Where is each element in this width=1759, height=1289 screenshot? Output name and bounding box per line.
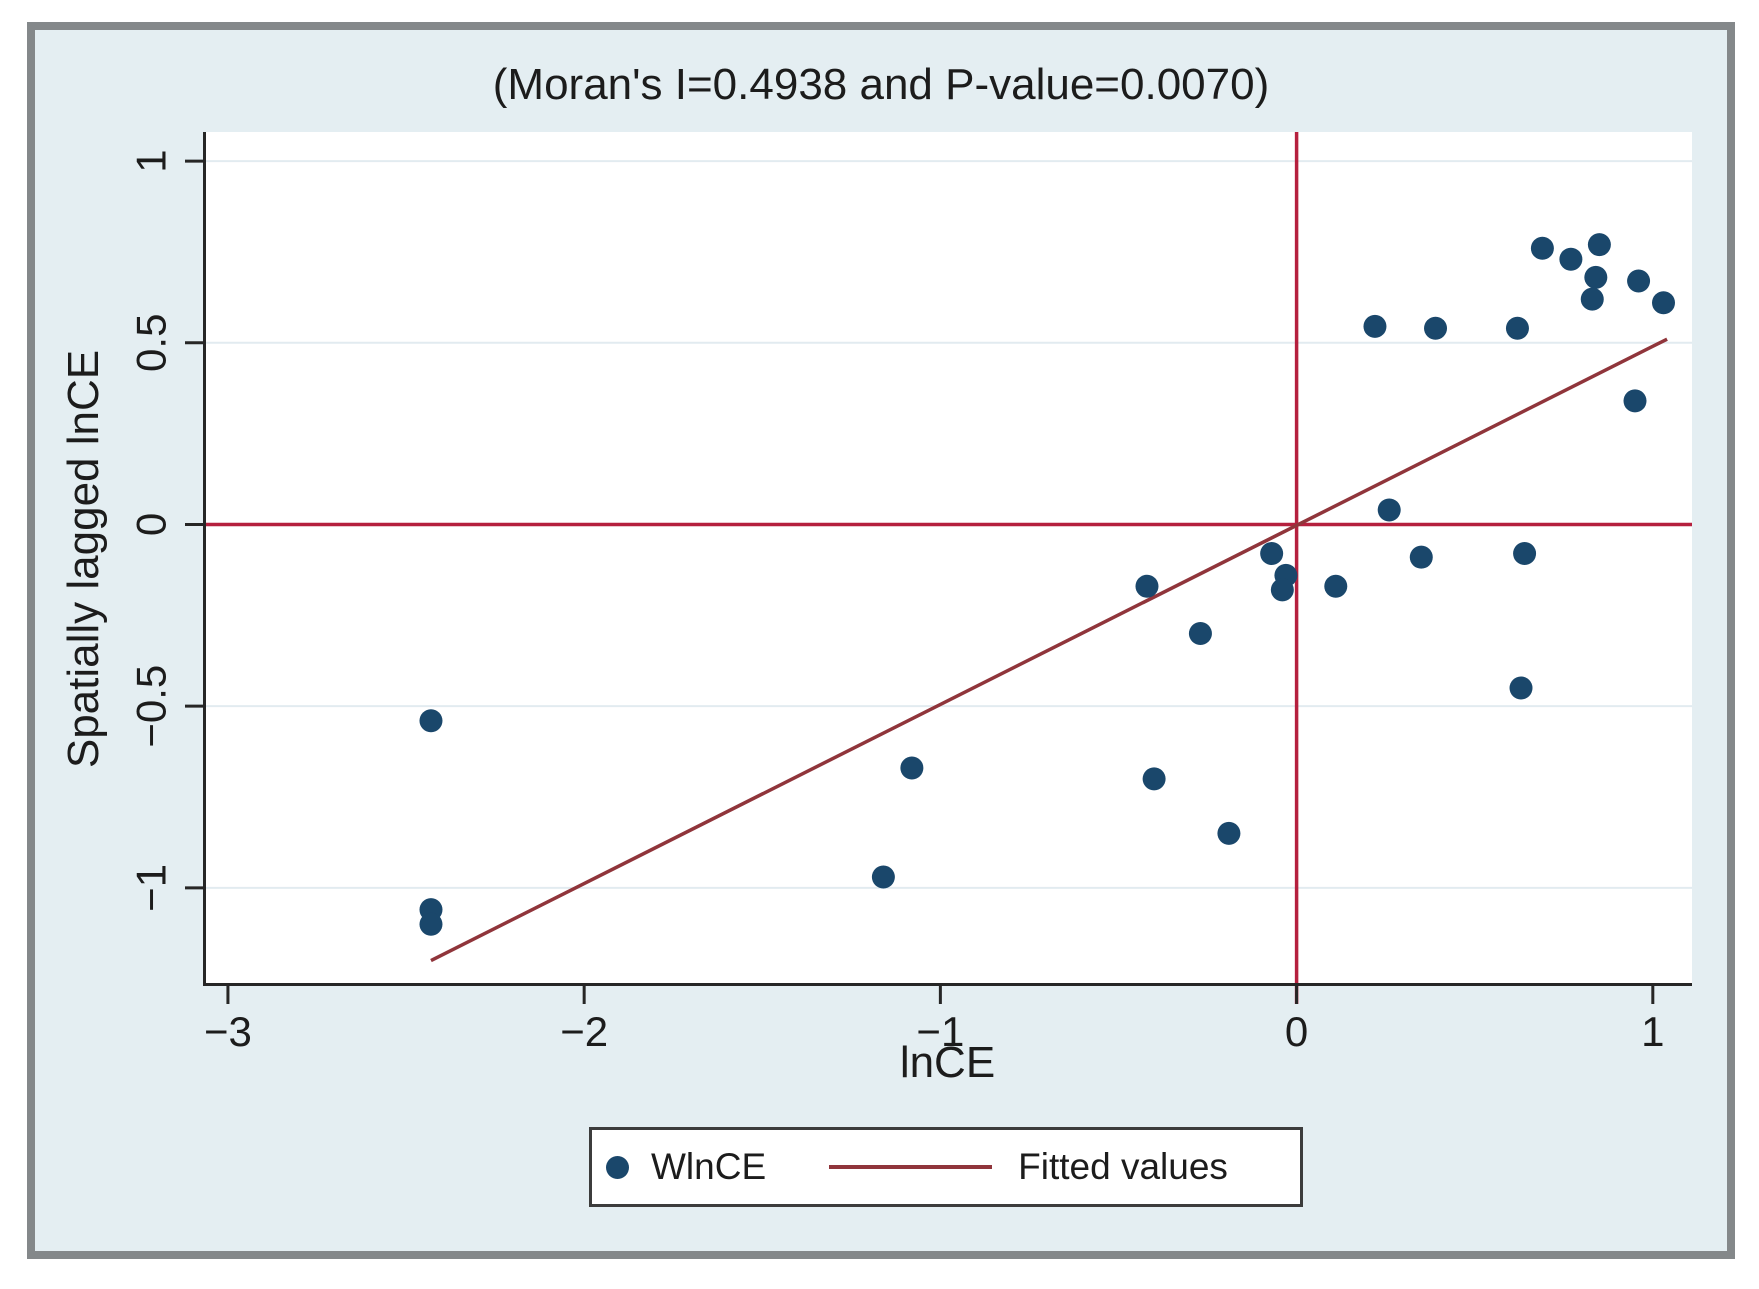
x-axis-label: lnCE bbox=[899, 1038, 996, 1087]
svg-text:1: 1 bbox=[128, 149, 175, 172]
svg-text:0.5: 0.5 bbox=[128, 314, 175, 372]
svg-text:−3: −3 bbox=[204, 1008, 252, 1055]
plot-area: −3 −2 −1 0 1 −1 −0.5 0 0.5 1 bbox=[128, 132, 1692, 1055]
scatter-plot-svg: −3 −2 −1 0 1 −1 −0.5 0 0.5 1 bbox=[128, 132, 1692, 1055]
fitted-line-icon bbox=[829, 1165, 993, 1169]
reference-lines bbox=[203, 132, 1692, 1004]
svg-text:0: 0 bbox=[1285, 1008, 1308, 1055]
svg-text:−2: −2 bbox=[560, 1008, 608, 1055]
scatter-points bbox=[419, 233, 1676, 936]
fitted-line bbox=[430, 337, 1668, 963]
y-axis-label: Spatially lagged lnCE bbox=[59, 349, 108, 769]
wlnce-marker-icon bbox=[606, 1155, 629, 1179]
svg-text:−1: −1 bbox=[916, 1008, 964, 1055]
svg-text:−0.5: −0.5 bbox=[128, 665, 175, 748]
legend-label-fitted-values: Fitted values bbox=[1018, 1146, 1228, 1187]
chart-title: (Moran's I=0.4938 and P-value=0.0070) bbox=[492, 60, 1270, 109]
axes-and-ticks: −3 −2 −1 0 1 −1 −0.5 0 0.5 1 bbox=[128, 132, 1692, 1055]
legend-label-wlnce: WlnCE bbox=[651, 1146, 767, 1187]
svg-text:0: 0 bbox=[128, 513, 175, 536]
svg-text:1: 1 bbox=[1641, 1008, 1664, 1055]
svg-text:−1: −1 bbox=[128, 864, 175, 912]
legend-box: WlnCE Fitted values bbox=[589, 1127, 1303, 1207]
